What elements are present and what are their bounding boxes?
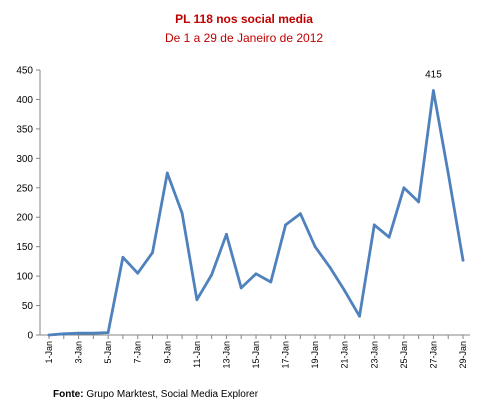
data-point — [91, 331, 95, 335]
data-point — [239, 286, 243, 290]
data-point — [432, 89, 435, 93]
data-point — [372, 223, 376, 227]
x-tick-label: 13-Jan — [221, 341, 231, 369]
data-point — [136, 271, 140, 275]
y-tick-label: 0 — [27, 331, 33, 342]
data-point — [328, 265, 332, 269]
data-point — [358, 314, 361, 318]
y-tick-label: 150 — [16, 242, 33, 253]
x-tick-label: 17-Jan — [281, 341, 291, 369]
x-tick-label: 23-Jan — [369, 341, 379, 369]
data-point — [269, 280, 273, 284]
data-point — [180, 211, 184, 215]
x-tick-label: 7-Jan — [133, 341, 143, 364]
x-tick-label: 9-Jan — [162, 341, 172, 364]
series — [47, 89, 465, 337]
x-tick-label: 5-Jan — [103, 341, 113, 364]
data-point — [254, 272, 258, 276]
data-point — [402, 186, 406, 190]
source-text: Grupo Marktest, Social Media Explorer — [83, 389, 259, 400]
data-point — [62, 332, 66, 336]
y-tick-label: 250 — [16, 183, 33, 194]
series-line — [47, 89, 465, 337]
data-point — [343, 289, 347, 293]
x-axis-ticks: 1-Jan 3-Jan 5-Jan 7-Jan 9-Jan 11-Jan 13-Jan 15-… — [44, 335, 468, 369]
x-tick-label: 21-Jan — [340, 341, 350, 369]
x-tick-label: 27-Jan — [428, 341, 438, 369]
x-tick-label: 11-Jan — [192, 341, 202, 368]
x-tick-label: 15-Jan — [251, 341, 261, 369]
y-tick-label: 50 — [22, 301, 34, 312]
data-point — [461, 258, 465, 262]
y-tick-label: 400 — [16, 95, 33, 106]
annotations: 415 — [425, 70, 442, 81]
data-point — [284, 223, 287, 227]
x-tick-label: 25-Jan — [399, 341, 409, 369]
source-prefix: Fonte: — [53, 389, 84, 400]
data-point — [387, 235, 391, 239]
y-tick-label: 100 — [16, 272, 33, 283]
data-point — [121, 255, 125, 259]
data-point — [446, 171, 450, 175]
y-tick-label: 200 — [16, 213, 33, 224]
y-tick-label: 450 — [16, 66, 33, 77]
chart-subtitle: De 1 a 29 de Janeiro de 2012 — [165, 31, 323, 45]
data-label-peak: 415 — [425, 70, 442, 81]
x-tick-label: 29-Jan — [458, 341, 468, 369]
data-point — [225, 232, 228, 236]
data-point — [47, 333, 51, 337]
y-axis-ticks: 0 50 100 150 200 250 300 350 400 450 — [16, 66, 40, 342]
data-point — [195, 298, 199, 302]
data-point — [210, 273, 214, 277]
data-point — [165, 171, 169, 175]
chart-title: PL 118 nos social media — [175, 12, 313, 26]
x-tick-label: 19-Jan — [310, 341, 320, 369]
axes — [39, 70, 470, 336]
y-tick-label: 350 — [16, 124, 33, 135]
data-point — [151, 251, 154, 254]
data-point — [298, 212, 302, 216]
data-point — [106, 331, 110, 335]
x-tick-label: 3-Jan — [74, 341, 84, 364]
y-tick-label: 300 — [16, 154, 33, 165]
data-point — [417, 200, 421, 204]
data-point — [313, 245, 317, 249]
source-note: Fonte: Grupo Marktest, Social Media Expl… — [53, 389, 258, 400]
data-point — [77, 331, 80, 335]
x-tick-label: 1-Jan — [44, 341, 54, 364]
